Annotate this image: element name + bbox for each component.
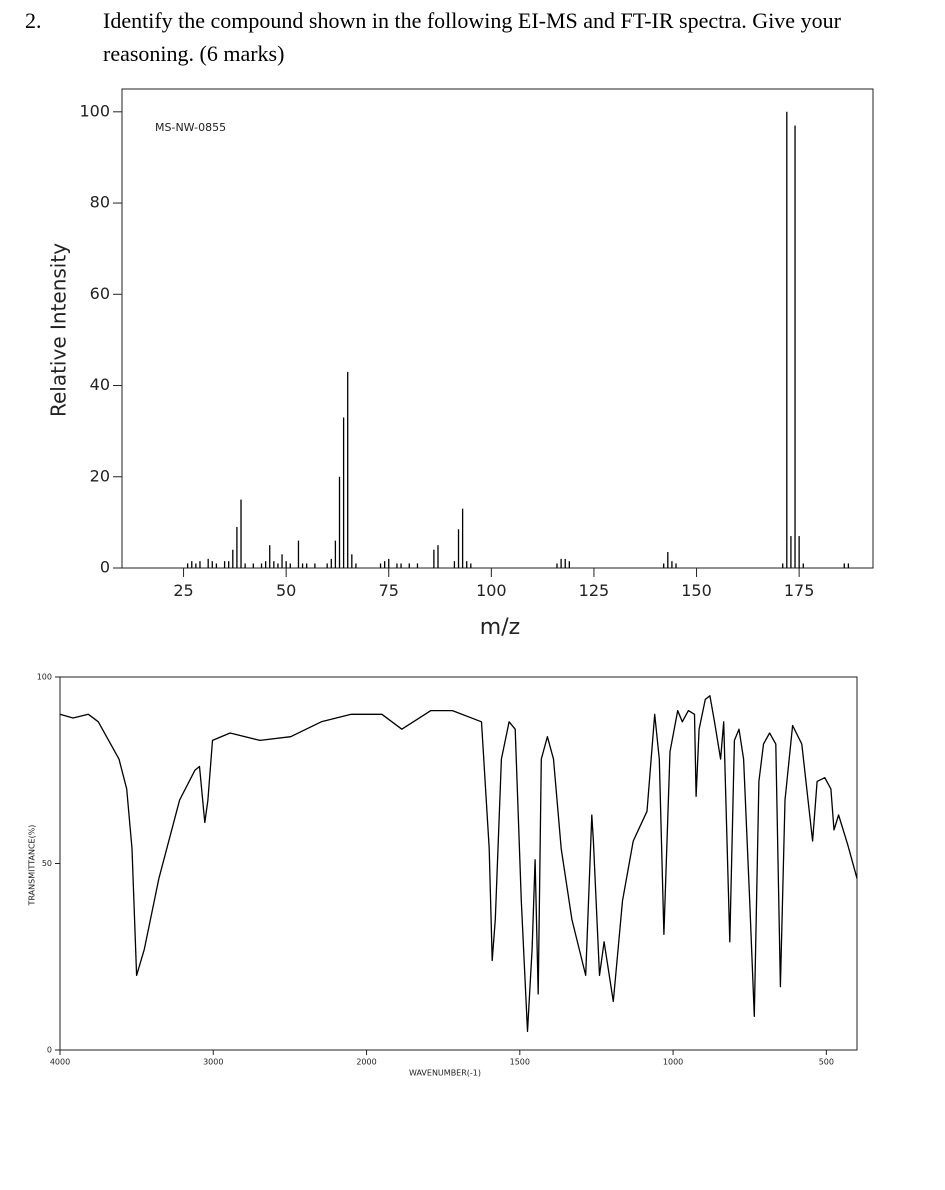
chart-title: MS-NW-0855 [155,121,226,134]
x-tick-label: 4000 [50,1058,70,1067]
y-tick-label: 40 [90,375,110,394]
y-tick-label: 100 [79,101,110,120]
x-tick-label: 2000 [356,1058,376,1067]
x-tick-label: 500 [819,1058,834,1067]
y-tick-label: 60 [90,284,110,303]
y-axis-label: TRANSMITTANCE(%) [28,825,37,907]
spectrum-line [59,695,858,1032]
x-tick-label: 25 [173,581,193,600]
y-axis-label: Relative Intensity [47,243,71,417]
plot-frame [121,88,874,569]
y-tick-label: 80 [90,193,110,212]
x-tick-label: 3000 [203,1058,223,1067]
y-tick-label: 0 [100,558,110,577]
x-tick-label: 1500 [510,1058,530,1067]
x-tick-label: 1000 [663,1058,683,1067]
x-tick-label: 125 [579,581,610,600]
y-tick-label: 0 [47,1046,52,1055]
x-tick-label: 75 [379,581,399,600]
question-number: 2. [25,8,42,33]
x-tick-label: 100 [476,581,507,600]
x-tick-label: 50 [276,581,296,600]
y-tick-label: 50 [42,859,52,868]
x-tick-label: 175 [784,581,815,600]
x-axis-label: WAVENUMBER(-1) [409,1069,481,1078]
x-axis-label: m/z [480,615,520,640]
x-tick-label: 150 [681,581,712,600]
y-tick-label: 100 [37,673,52,682]
question-text: Identify the compound shown in the follo… [103,8,841,66]
y-tick-label: 20 [90,466,110,485]
